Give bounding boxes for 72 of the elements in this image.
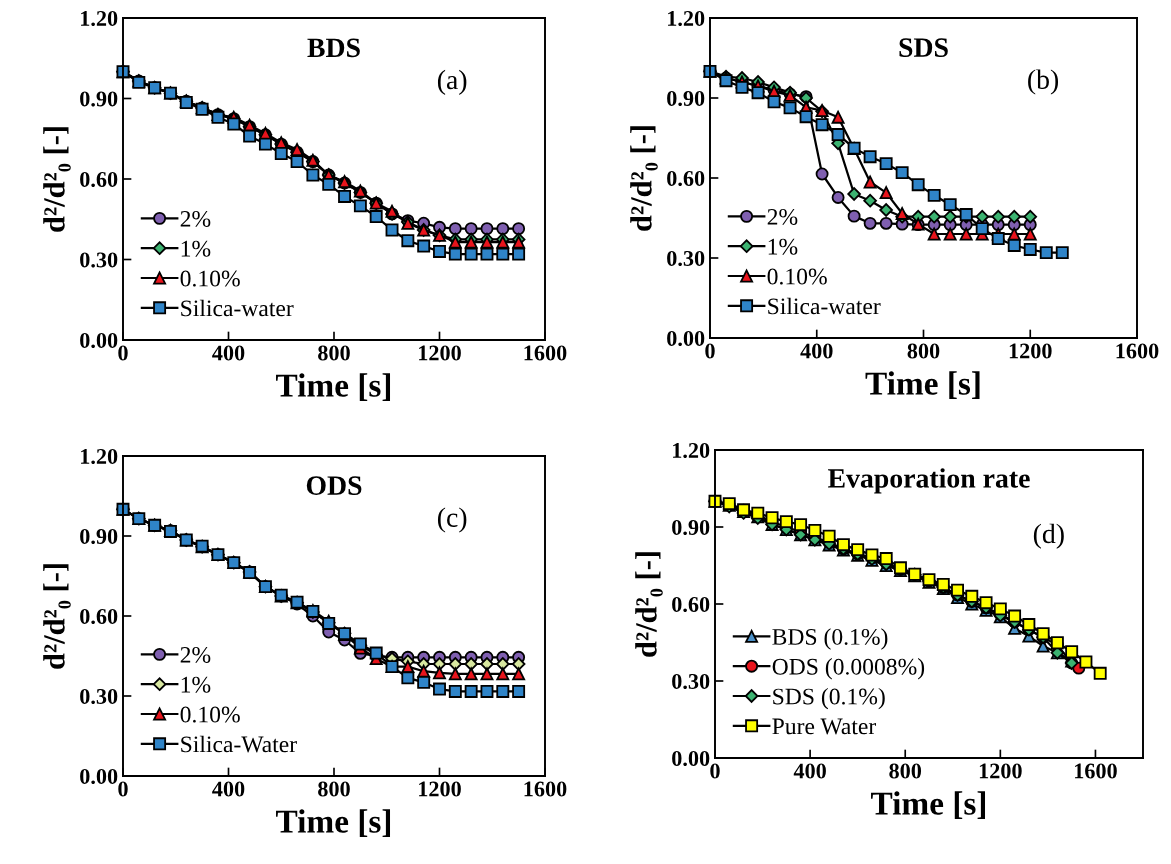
x-axis-title: Time [s] xyxy=(865,371,980,399)
y-tick-label: 0.90 xyxy=(672,519,710,536)
x-tick-label: 400 xyxy=(800,343,833,359)
y-tick-label: 0.90 xyxy=(80,91,118,107)
y-tick-label: 0.60 xyxy=(667,170,705,187)
y-tick-label: 0.30 xyxy=(672,673,710,690)
legend-label: 0.10% xyxy=(180,706,240,723)
x-axis-title: Time [s] xyxy=(871,791,986,819)
y-tick-label: 0.00 xyxy=(80,768,118,785)
y-tick-label: 0.00 xyxy=(672,750,710,767)
text: SDS xyxy=(899,38,948,57)
x-tick-label: 400 xyxy=(212,781,245,797)
x-tick-label: 1600 xyxy=(524,345,567,361)
legend-label: 2% xyxy=(180,646,211,663)
x-tick-label: 400 xyxy=(212,345,245,361)
y-tick-label: 0.60 xyxy=(80,608,118,625)
y-tick-label: 1.20 xyxy=(673,442,710,459)
x-tick-label: 1200 xyxy=(419,345,461,361)
legend-label: 1% xyxy=(181,676,211,693)
x-tick-label: 1600 xyxy=(1116,343,1159,359)
x-tick-label: 0 xyxy=(710,763,720,779)
y-axis-title: d²/d²₀ [-] xyxy=(43,564,71,669)
y-tick-label: 0.60 xyxy=(672,596,710,613)
y-tick-label: 0.30 xyxy=(667,250,705,267)
annotation: (b) xyxy=(1028,69,1059,95)
y-axis-title: d²/d²₀ [-] xyxy=(635,552,663,657)
y-tick-label: 0.90 xyxy=(80,528,118,545)
x-tick-label: 400 xyxy=(793,763,826,779)
text: BDS xyxy=(307,38,360,58)
y-tick-label: 1.20 xyxy=(81,448,118,465)
legend-label: 0.10% xyxy=(180,270,240,287)
annotation: (a) xyxy=(437,69,467,95)
x-tick-label: 0 xyxy=(705,343,715,359)
legend-label: BDS (0.1%) xyxy=(772,628,888,650)
x-tick-label: 0 xyxy=(118,345,128,361)
x-tick-label: 800 xyxy=(889,763,922,779)
x-tick-label: 800 xyxy=(318,781,350,797)
y-tick-label: 0.30 xyxy=(80,688,118,705)
y-tick-label: 0.60 xyxy=(80,171,118,188)
legend-label: Silica-Water xyxy=(181,735,297,753)
legend-label: Silica-water xyxy=(181,299,294,317)
legend-label: ODS (0.0008%) xyxy=(772,658,925,680)
y-tick-label: 0.00 xyxy=(80,332,118,349)
text: Evaporation rate xyxy=(828,468,1030,494)
x-tick-label: 1200 xyxy=(979,763,1022,779)
x-tick-label: 800 xyxy=(907,343,940,359)
y-axis-title: d²/d²₀ [-] xyxy=(43,127,71,232)
annotation: (d) xyxy=(1033,523,1064,549)
y-axis-title: d²/d²₀ [-] xyxy=(630,126,658,231)
x-tick-label: 800 xyxy=(318,345,350,361)
legend-label: 0.10% xyxy=(767,268,827,285)
legend-label: 1% xyxy=(181,240,211,257)
x-tick-label: 1600 xyxy=(1075,763,1117,779)
y-tick-label: 0.90 xyxy=(667,90,705,107)
x-tick-label: 1200 xyxy=(1009,343,1052,359)
x-tick-label: 0 xyxy=(118,781,128,797)
y-tick-label: 1.20 xyxy=(81,10,118,27)
y-tick-label: 1.20 xyxy=(668,10,705,27)
legend-label: SDS (0.1%) xyxy=(773,687,885,710)
x-axis-title: Time [s] xyxy=(276,373,391,401)
x-tick-label: 1200 xyxy=(419,781,461,797)
legend-label: Silica-water xyxy=(768,297,881,315)
legend-label: 1% xyxy=(768,238,798,255)
text: ODS xyxy=(306,476,362,495)
annotation: (c) xyxy=(437,507,467,533)
x-tick-label: 1600 xyxy=(524,781,567,797)
y-tick-label: 0.00 xyxy=(667,330,705,347)
x-axis-title: Time [s] xyxy=(276,809,391,837)
legend-label: Pure Water xyxy=(772,718,877,735)
y-tick-label: 0.30 xyxy=(80,252,118,268)
legend-label: 2% xyxy=(767,208,798,225)
legend-label: 2% xyxy=(180,210,211,227)
